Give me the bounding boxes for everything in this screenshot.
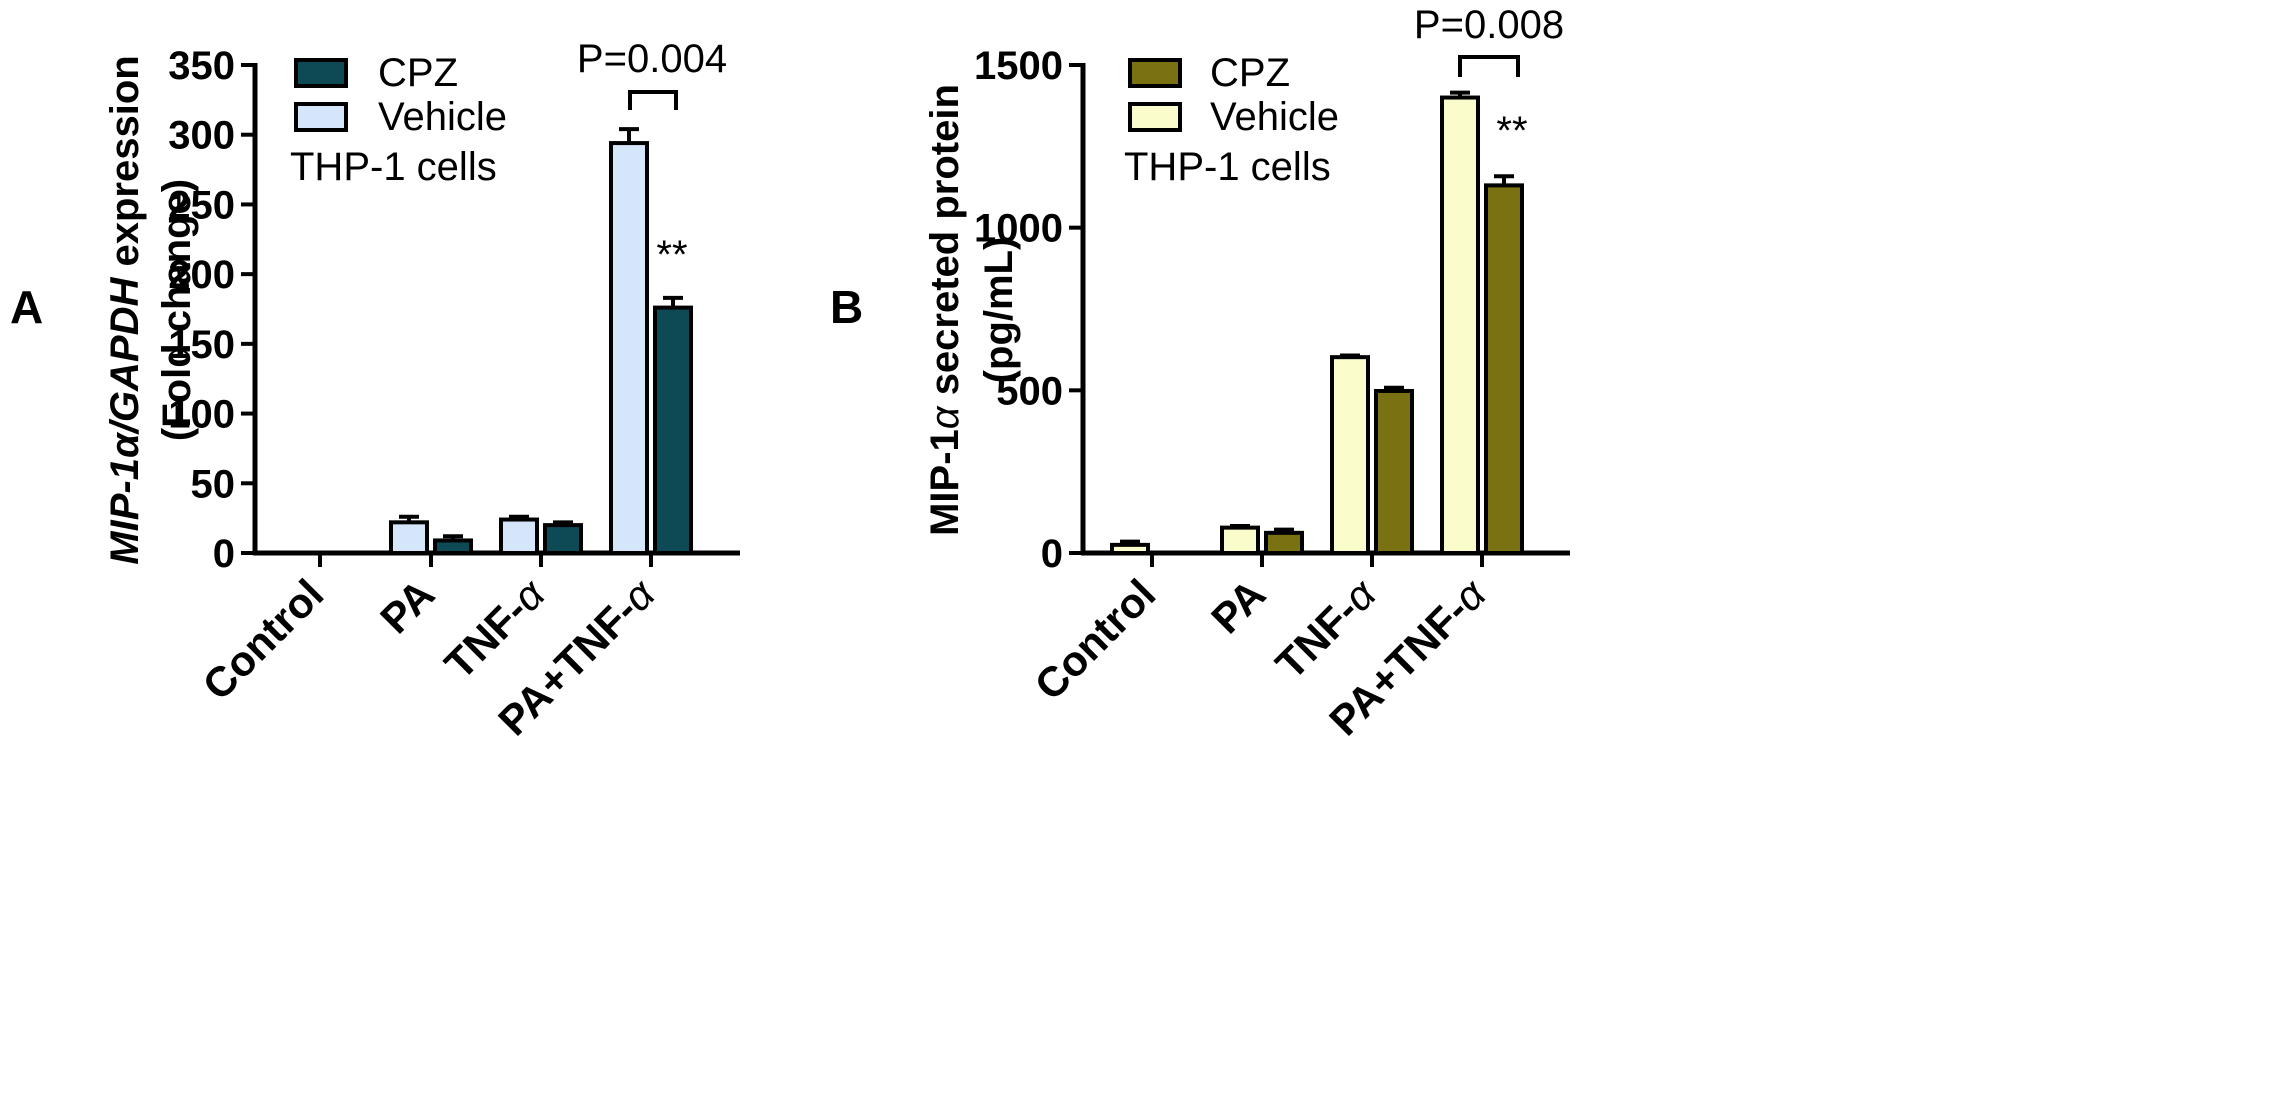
bar-vehicle-2 bbox=[499, 517, 539, 556]
bar-cpz-2 bbox=[543, 523, 583, 555]
bar-cpz-3 bbox=[653, 305, 693, 555]
p-value-label: P=0.008 bbox=[1414, 3, 1564, 47]
y-axis-label: MIP-1α/GAPDH expression bbox=[103, 55, 147, 564]
y-tick-label: 200 bbox=[168, 253, 235, 297]
y-axis-label-unit: (pg/mL) bbox=[977, 237, 1021, 384]
legend-swatch-cpz bbox=[294, 58, 348, 88]
y-tick-label: 0 bbox=[1041, 532, 1063, 576]
cell-line-annotation: THP-1 cells bbox=[1124, 145, 1331, 189]
y-tick-label: 1500 bbox=[974, 44, 1063, 88]
y-tick-label: 100 bbox=[168, 393, 235, 437]
legend-swatch-vehicle bbox=[294, 102, 348, 132]
bar-cpz-3 bbox=[1484, 183, 1524, 556]
bar-vehicle-1 bbox=[1220, 525, 1260, 556]
x-tick-label: Control bbox=[1026, 570, 1165, 709]
bar-vehicle-3 bbox=[1440, 95, 1480, 556]
panel-label: A bbox=[10, 281, 43, 333]
x-tick-label: PA bbox=[1202, 570, 1274, 642]
significance-stars: ** bbox=[1496, 109, 1527, 153]
bar-vehicle-2 bbox=[1330, 355, 1370, 555]
legend-label-cpz: CPZ bbox=[378, 51, 458, 95]
bar-vehicle-3 bbox=[609, 141, 649, 556]
legend-swatch-cpz bbox=[1128, 58, 1182, 88]
bar-vehicle-0 bbox=[1110, 542, 1150, 555]
bar-cpz-1 bbox=[1264, 530, 1304, 556]
y-tick-label: 250 bbox=[168, 183, 235, 227]
significance-stars: ** bbox=[656, 233, 687, 277]
y-tick-label: 350 bbox=[168, 44, 235, 88]
panel-label: B bbox=[830, 281, 863, 333]
legend-swatch-vehicle bbox=[1128, 102, 1182, 132]
y-tick-label: 1000 bbox=[974, 207, 1063, 251]
bar-cpz-2 bbox=[1374, 388, 1414, 556]
significance-bracket bbox=[628, 90, 678, 110]
y-tick-label: 0 bbox=[213, 532, 235, 576]
legend-label-vehicle: Vehicle bbox=[1210, 95, 1339, 139]
y-tick-label: 50 bbox=[191, 462, 236, 506]
bar-cpz-1 bbox=[433, 538, 473, 555]
legend-label-cpz: CPZ bbox=[1210, 51, 1290, 95]
significance-bracket bbox=[1458, 55, 1520, 77]
legend-label-vehicle: Vehicle bbox=[378, 95, 507, 139]
y-axis-label: MIP-1α secreted protein bbox=[923, 84, 967, 536]
y-tick-label: 150 bbox=[168, 323, 235, 367]
bar-vehicle-1 bbox=[389, 520, 429, 556]
x-tick-label: PA bbox=[371, 570, 443, 642]
y-tick-label: 300 bbox=[168, 114, 235, 158]
y-axis-label-unit: (Fold change) bbox=[155, 179, 199, 441]
p-value-label: P=0.004 bbox=[577, 37, 727, 81]
y-tick-label: 500 bbox=[996, 369, 1063, 413]
x-tick-label: Control bbox=[194, 570, 333, 709]
cell-line-annotation: THP-1 cells bbox=[290, 145, 497, 189]
